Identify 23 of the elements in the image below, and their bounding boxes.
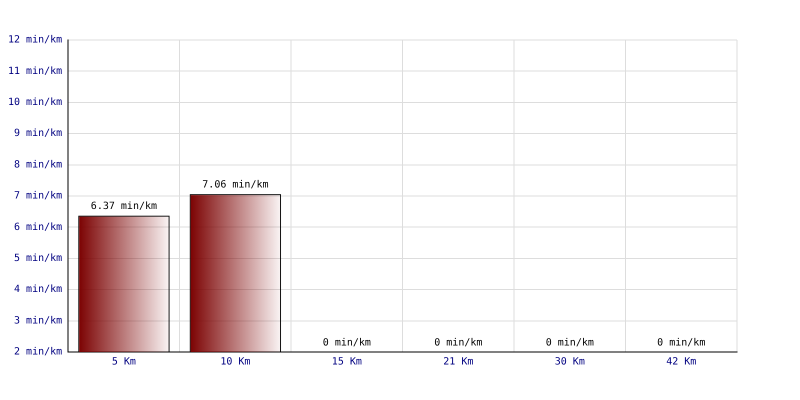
y-tick-label: 3 min/km (14, 315, 62, 326)
y-tick-label: 10 min/km (8, 96, 62, 108)
text: 0 min/km (657, 338, 706, 349)
y-tick-label: 7 min/km (14, 190, 62, 202)
y-tick-label: 6 min/km (14, 222, 62, 233)
y-tick-label: 4 min/km (14, 284, 62, 296)
text: 0 min/km (322, 338, 371, 349)
x-tick-label: 15 Km (332, 356, 362, 368)
y-tick-label: 11 min/km (8, 66, 62, 77)
text: 0 min/km (434, 338, 482, 349)
y-tick-label: 5 min/km (14, 252, 62, 264)
x-tick-label: 10 Km (220, 356, 250, 368)
text: 0 min/km (546, 338, 594, 349)
data-label: 7.06 min/km (202, 180, 269, 191)
x-tick-label: 21 Km (443, 356, 474, 368)
y-tick-label: 2 min/km (14, 346, 62, 358)
x-tick-label: 30 Km (554, 356, 585, 368)
x-tick-label: 42 Km (666, 356, 696, 368)
y-tick-label: 12 min/km (8, 34, 62, 46)
y-tick-label: 8 min/km (14, 159, 62, 170)
data-label: 6.37 min/km (90, 201, 158, 212)
y-tick-label: 9 min/km (14, 128, 62, 140)
x-tick-label: 5 Km (112, 356, 136, 368)
